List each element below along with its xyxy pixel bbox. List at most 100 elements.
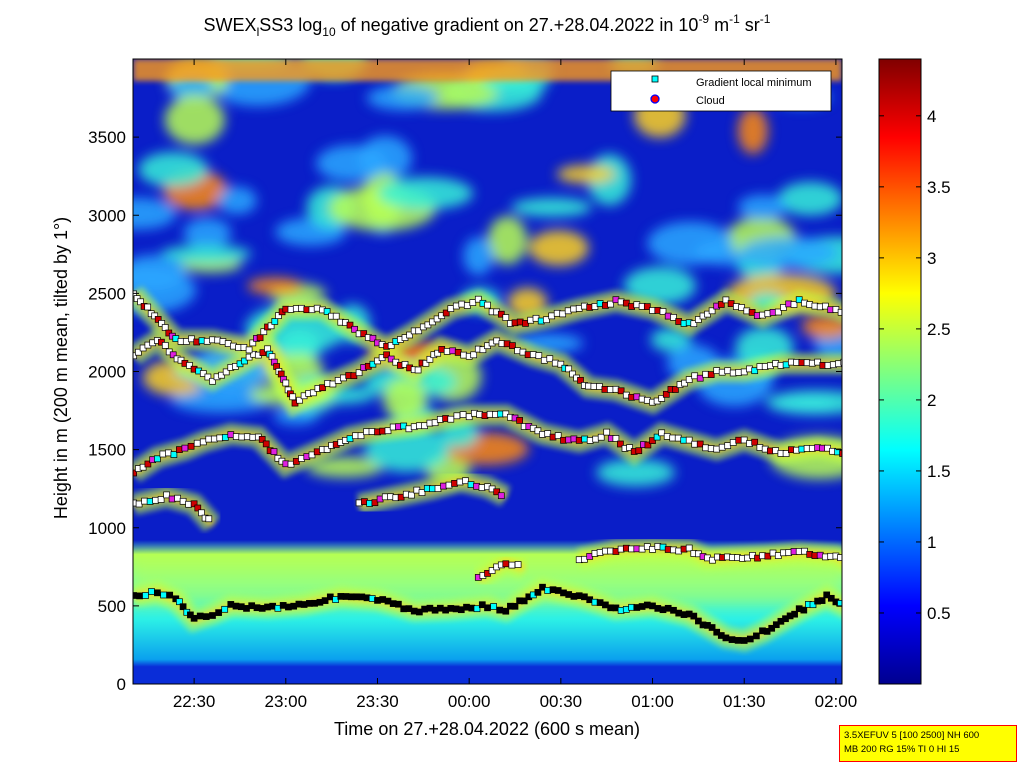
x-tick-label: 01:30 [723, 692, 766, 711]
marker-square [658, 429, 666, 437]
marker-square [216, 434, 224, 442]
marker-square [144, 303, 152, 311]
texture-blob [737, 107, 769, 155]
marker-square [243, 433, 251, 441]
marker-square [168, 495, 176, 503]
marker-square [690, 612, 698, 620]
marker-square [865, 618, 871, 624]
marker-square [691, 440, 699, 448]
marker-square [685, 436, 693, 444]
x-axis: 22:30 23:00 23:30 00:00 00:30 01:00 01:30 02:00 [173, 59, 857, 711]
marker-square [585, 382, 592, 390]
marker-square [782, 450, 790, 457]
marker-square [846, 361, 852, 367]
marker-square [717, 301, 725, 308]
marker-square [728, 636, 736, 643]
y-tick-label: 3000 [88, 206, 126, 225]
marker-square [469, 299, 477, 306]
marker-square [440, 482, 447, 490]
marker-square [179, 497, 187, 505]
marker-square [447, 305, 455, 312]
marker-square [174, 494, 181, 502]
marker-square [841, 559, 842, 567]
marker-square [658, 395, 666, 402]
marker-square [653, 433, 661, 441]
marker-square [186, 362, 193, 369]
marker-square [426, 355, 434, 363]
texture-blob [217, 186, 257, 215]
marker-square [617, 440, 624, 448]
marker-square [663, 433, 671, 440]
texture-blob [160, 244, 252, 264]
marker-square [557, 360, 565, 368]
marker-square [332, 312, 340, 320]
marker-square [179, 603, 187, 611]
marker-square [146, 498, 154, 505]
marker-square [849, 313, 855, 319]
marker-square [718, 368, 726, 376]
marker-square [478, 484, 486, 491]
marker-square [729, 439, 737, 446]
marker-square [215, 609, 222, 616]
marker-square [827, 594, 835, 602]
marker-square [695, 316, 702, 323]
x-tick-label: 23:30 [356, 692, 399, 711]
marker-square [644, 441, 652, 449]
marker-square [321, 597, 329, 604]
marker-square [724, 367, 732, 375]
marker-square [496, 606, 504, 614]
legend-marker-minimum [651, 75, 659, 83]
marker-square [453, 412, 461, 420]
marker-square [159, 450, 167, 458]
marker-square [196, 612, 204, 620]
marker-square [418, 489, 426, 496]
marker-square [859, 317, 865, 323]
marker-square [357, 432, 365, 440]
marker-square [360, 330, 368, 337]
marker-square [724, 442, 732, 449]
marker-square [165, 449, 172, 457]
marker-square [422, 359, 430, 367]
marker-square [190, 500, 198, 508]
colorbar-tick-label: 0.5 [927, 604, 951, 623]
marker-square [202, 613, 210, 620]
texture-blob [738, 236, 839, 269]
marker-square [452, 302, 460, 310]
marker-square [535, 352, 543, 359]
texture-blob [377, 177, 474, 210]
marker-square [543, 316, 550, 324]
marker-square [205, 435, 213, 443]
marker-square [241, 357, 248, 365]
marker-square [696, 440, 704, 448]
marker-square [601, 386, 609, 393]
marker-square [774, 308, 782, 316]
marker-square [839, 450, 842, 457]
marker-square [479, 346, 487, 354]
marker-square [740, 637, 748, 644]
marker-square [351, 325, 358, 333]
marker-square [133, 469, 137, 477]
marker-square [520, 597, 528, 605]
marker-square [544, 430, 552, 437]
texture-blob [169, 74, 215, 102]
marker-square [245, 346, 253, 354]
colorbar-gradient [878, 58, 922, 685]
texture-blob [737, 194, 788, 220]
x-tick-label: 23:00 [265, 692, 308, 711]
marker-square [780, 304, 787, 311]
marker-square [691, 372, 699, 380]
marker-square [713, 367, 721, 374]
marker-square [490, 603, 497, 610]
marker-square [626, 444, 633, 451]
marker-square [459, 411, 467, 418]
marker-square [249, 339, 257, 347]
marker-square [355, 369, 363, 377]
marker-square [141, 497, 148, 505]
marker-square [154, 455, 161, 463]
marker-square [851, 360, 857, 366]
marker-square [401, 361, 409, 368]
marker-square [136, 592, 143, 600]
marker-square [262, 440, 270, 448]
marker-square [497, 492, 505, 500]
